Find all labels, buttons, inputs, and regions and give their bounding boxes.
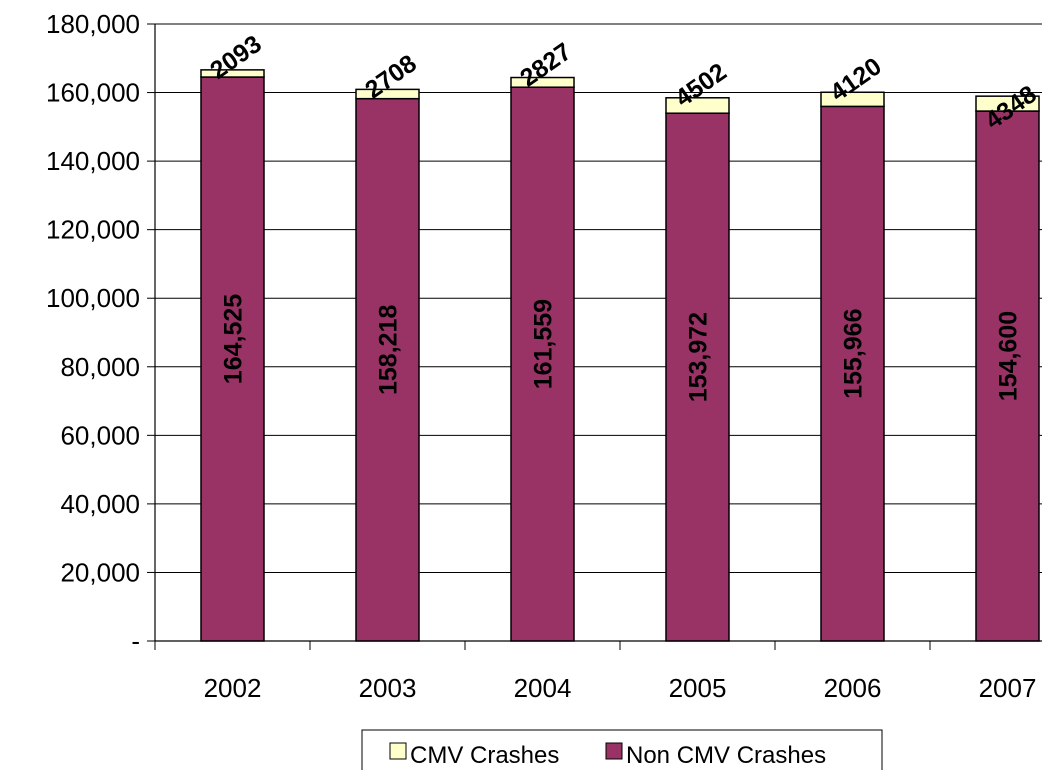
x-tick-label: 2003 [359,673,417,703]
bar-non-cmv [665,112,730,642]
bar-cmv [820,91,885,108]
data-label-non-cmv: 161,559 [530,299,558,389]
x-tick-label: 2006 [824,673,882,703]
bar-non-cmv [355,97,420,642]
data-label-non-cmv: 164,525 [220,294,248,384]
y-tick-label: 180,000 [46,9,140,39]
legend-label: Non CMV Crashes [626,742,826,769]
bar-cmv [200,69,265,78]
gridlines [155,23,1042,573]
data-label-non-cmv: 154,600 [995,311,1023,401]
legend-label: CMV Crashes [410,742,559,769]
x-tick-label: 2002 [204,673,262,703]
y-tick-label: 140,000 [46,146,140,176]
y-tick-label: 100,000 [46,283,140,313]
legend-swatch [605,742,623,760]
y-tick-label: 80,000 [60,352,140,382]
data-labels: 164,5252093158,2182708161,5592827153,972… [205,30,1042,402]
legend: CMV Crashes Non CMV Crashes [361,729,883,770]
x-tick-label: 2005 [669,673,727,703]
bars [200,69,1040,642]
x-tick-label: 2007 [979,673,1037,703]
data-label-non-cmv: 158,218 [375,305,403,395]
bar-cmv [975,95,1040,112]
bar-non-cmv [820,105,885,642]
axes: - 20,000 40,000 60,000 80,000 100,000 120,000 1… [46,9,1042,703]
y-tick-label: 60,000 [60,420,140,450]
y-tick-label: 20,000 [60,557,140,587]
data-label-non-cmv: 153,972 [685,312,713,402]
bar-cmv [355,88,420,100]
bar-non-cmv [510,86,575,642]
bar-cmv [665,97,730,114]
y-tick-label: 160,000 [46,78,140,108]
legend-swatch [389,742,407,760]
data-label-non-cmv: 155,966 [840,309,868,399]
y-tick-label: 120,000 [46,215,140,245]
bar-non-cmv [200,76,265,642]
x-tick-label: 2004 [514,673,572,703]
y-tick-label: - [131,626,140,656]
bar-cmv [510,76,575,88]
y-tick-label: 40,000 [60,489,140,519]
